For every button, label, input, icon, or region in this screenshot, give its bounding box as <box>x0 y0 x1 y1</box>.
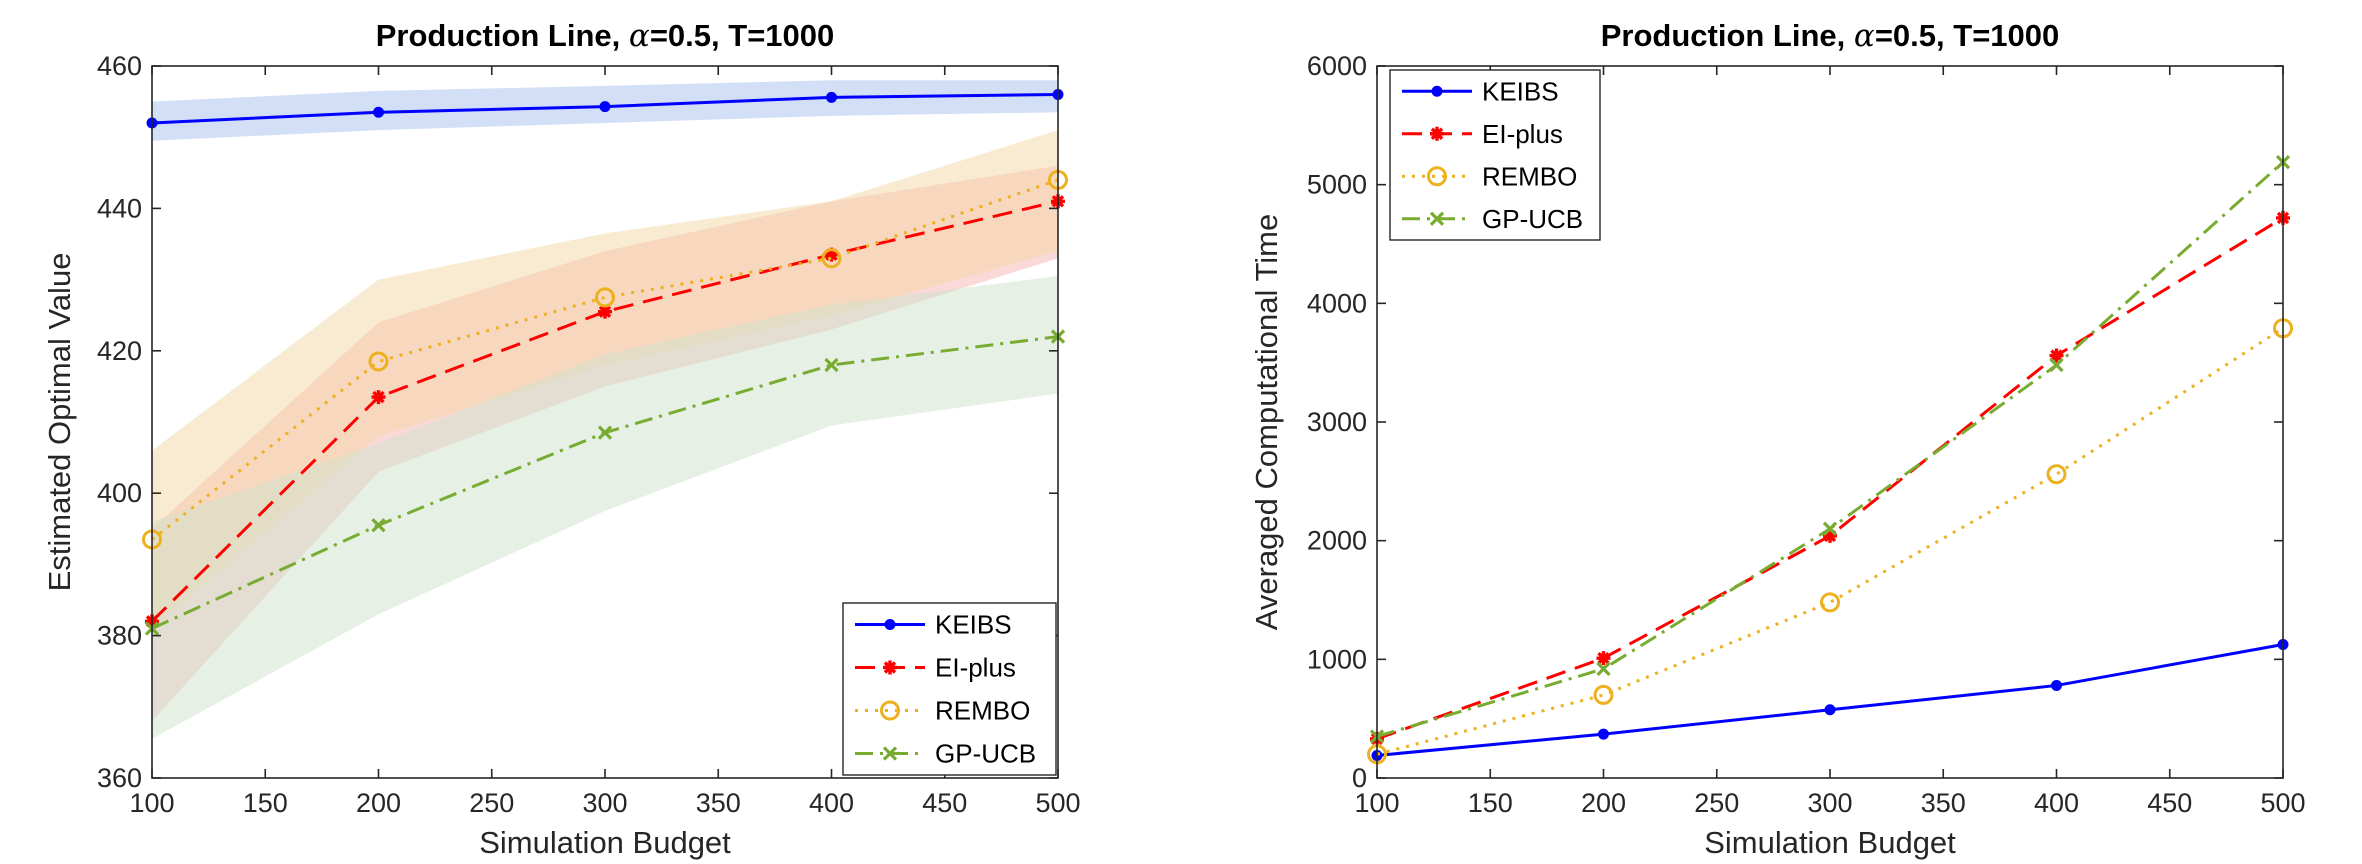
legend-marker <box>880 700 900 721</box>
data-point <box>2049 357 2064 373</box>
legend: KEIBS EI-plus REMBO GP-UCB <box>1389 69 1601 241</box>
data-point <box>1820 592 1840 613</box>
data-point <box>598 304 612 319</box>
chart-1: 100 150 200 250 300 350 400 450 500 360 380 400 420 4… <box>42 18 1081 860</box>
x-tick-label: 400 <box>2034 788 2079 818</box>
legend-label: GP-UCB <box>935 739 1036 769</box>
data-point <box>599 101 611 113</box>
y-tick-label: 3000 <box>1307 407 1367 437</box>
x-tick-label: 250 <box>469 788 514 818</box>
x-tick-label: 400 <box>809 788 854 818</box>
legend-box <box>842 602 1057 776</box>
data-point <box>597 425 613 440</box>
legend-label: EI-plus <box>935 653 1016 683</box>
y-tick-label: 420 <box>97 336 142 366</box>
chart-title: Production Line, α=0.5, T=1000 <box>376 18 835 54</box>
y-tick-label: 400 <box>97 478 142 508</box>
y-tick-label: 4000 <box>1307 288 1367 318</box>
series-keibs <box>1371 639 2289 761</box>
x-tick-label: 500 <box>1035 788 1080 818</box>
data-point <box>1593 684 1614 705</box>
legend-marker <box>1431 85 1443 97</box>
data-point <box>371 518 386 533</box>
y-tick-label: 2000 <box>1307 526 1367 556</box>
data-point <box>368 351 389 372</box>
legend-item-rembo: REMBO <box>855 696 1030 726</box>
legend-marker <box>883 660 897 675</box>
legend-label: REMBO <box>1482 161 1577 191</box>
x-tick-label: 100 <box>1354 788 1399 818</box>
x-tick-label: 250 <box>1694 788 1739 818</box>
series-gp-ucb <box>144 329 1066 636</box>
y-tick-label: 1000 <box>1307 644 1367 674</box>
y-tick-label: 6000 <box>1307 51 1367 81</box>
legend-label: REMBO <box>935 696 1030 726</box>
data-point <box>1824 704 1836 716</box>
data-point <box>821 248 842 269</box>
legend-item-ei-plus: EI-plus <box>1402 119 1563 149</box>
y-tick-label: 380 <box>97 621 142 651</box>
legend-marker <box>1427 166 1447 187</box>
x-tick-label: 350 <box>696 788 741 818</box>
data-point <box>373 106 384 118</box>
y-tick-label: 460 <box>97 51 142 81</box>
legend-box <box>1389 69 1601 241</box>
legend-label: KEIBS <box>935 610 1012 640</box>
legend-item-gp-ucb: GP-UCB <box>1402 204 1583 234</box>
x-tick-label: 200 <box>356 788 401 818</box>
y-tick-label: 440 <box>97 193 142 223</box>
data-point <box>371 390 386 405</box>
data-point <box>2046 464 2067 485</box>
legend-item-gp-ucb: GP-UCB <box>855 739 1036 769</box>
data-point <box>2051 679 2062 691</box>
series-line <box>151 178 1059 541</box>
legend-marker <box>884 619 896 630</box>
legend-item-keibs: KEIBS <box>855 610 1012 640</box>
legend-item-ei-plus: EI-plus <box>855 653 1016 683</box>
legend-item-keibs: KEIBS <box>1402 76 1559 106</box>
chart-2: 100 150 200 250 300 350 400 450 5000100020003000… <box>1249 18 2306 860</box>
x-tick-label: 350 <box>1921 788 1966 818</box>
y-axis-label: Estimated Optimal Value <box>42 253 77 592</box>
x-tick-label: 500 <box>2260 788 2305 818</box>
x-tick-label: 150 <box>1468 788 1513 818</box>
legend: KEIBS EI-plus REMBO GP-UCB <box>842 602 1057 776</box>
legend-label: KEIBS <box>1482 76 1559 106</box>
data-point <box>824 357 839 373</box>
data-point <box>1822 521 1838 536</box>
data-point <box>1598 728 1609 740</box>
x-tick-label: 450 <box>922 788 967 818</box>
x-tick-label: 450 <box>2147 788 2192 818</box>
data-point <box>1596 651 1611 666</box>
data-point <box>1823 528 1837 543</box>
x-tick-label: 100 <box>129 788 174 818</box>
y-tick-label: 0 <box>1352 763 1367 793</box>
data-point <box>2049 348 2064 363</box>
data-point <box>595 287 615 308</box>
y-tick-label: 360 <box>97 763 142 793</box>
band-gp-ucb <box>152 276 1058 739</box>
x-tick-label: 300 <box>1807 788 1852 818</box>
data-point <box>1596 661 1611 676</box>
x-tick-label: 300 <box>582 788 627 818</box>
legend-marker <box>1430 126 1444 141</box>
x-tick-label: 150 <box>243 788 288 818</box>
series-line <box>150 199 1059 623</box>
chart-title: Production Line, α=0.5, T=1000 <box>1601 18 2060 54</box>
x-axis-label: Simulation Budget <box>479 825 731 860</box>
legend-marker <box>882 746 898 761</box>
x-tick-label: 200 <box>1581 788 1626 818</box>
y-axis-label: Averaged Computational Time <box>1249 214 1284 630</box>
data-point <box>826 91 837 103</box>
legend-label: GP-UCB <box>1482 204 1583 234</box>
data-point <box>824 247 839 262</box>
y-tick-label: 5000 <box>1307 170 1367 200</box>
series-gp-ucb <box>1369 154 2291 744</box>
legend-item-rembo: REMBO <box>1402 161 1577 191</box>
x-axis-label: Simulation Budget <box>1704 825 1956 860</box>
series-keibs <box>146 88 1064 129</box>
legend-label: EI-plus <box>1482 119 1563 149</box>
legend-marker <box>1429 211 1445 226</box>
